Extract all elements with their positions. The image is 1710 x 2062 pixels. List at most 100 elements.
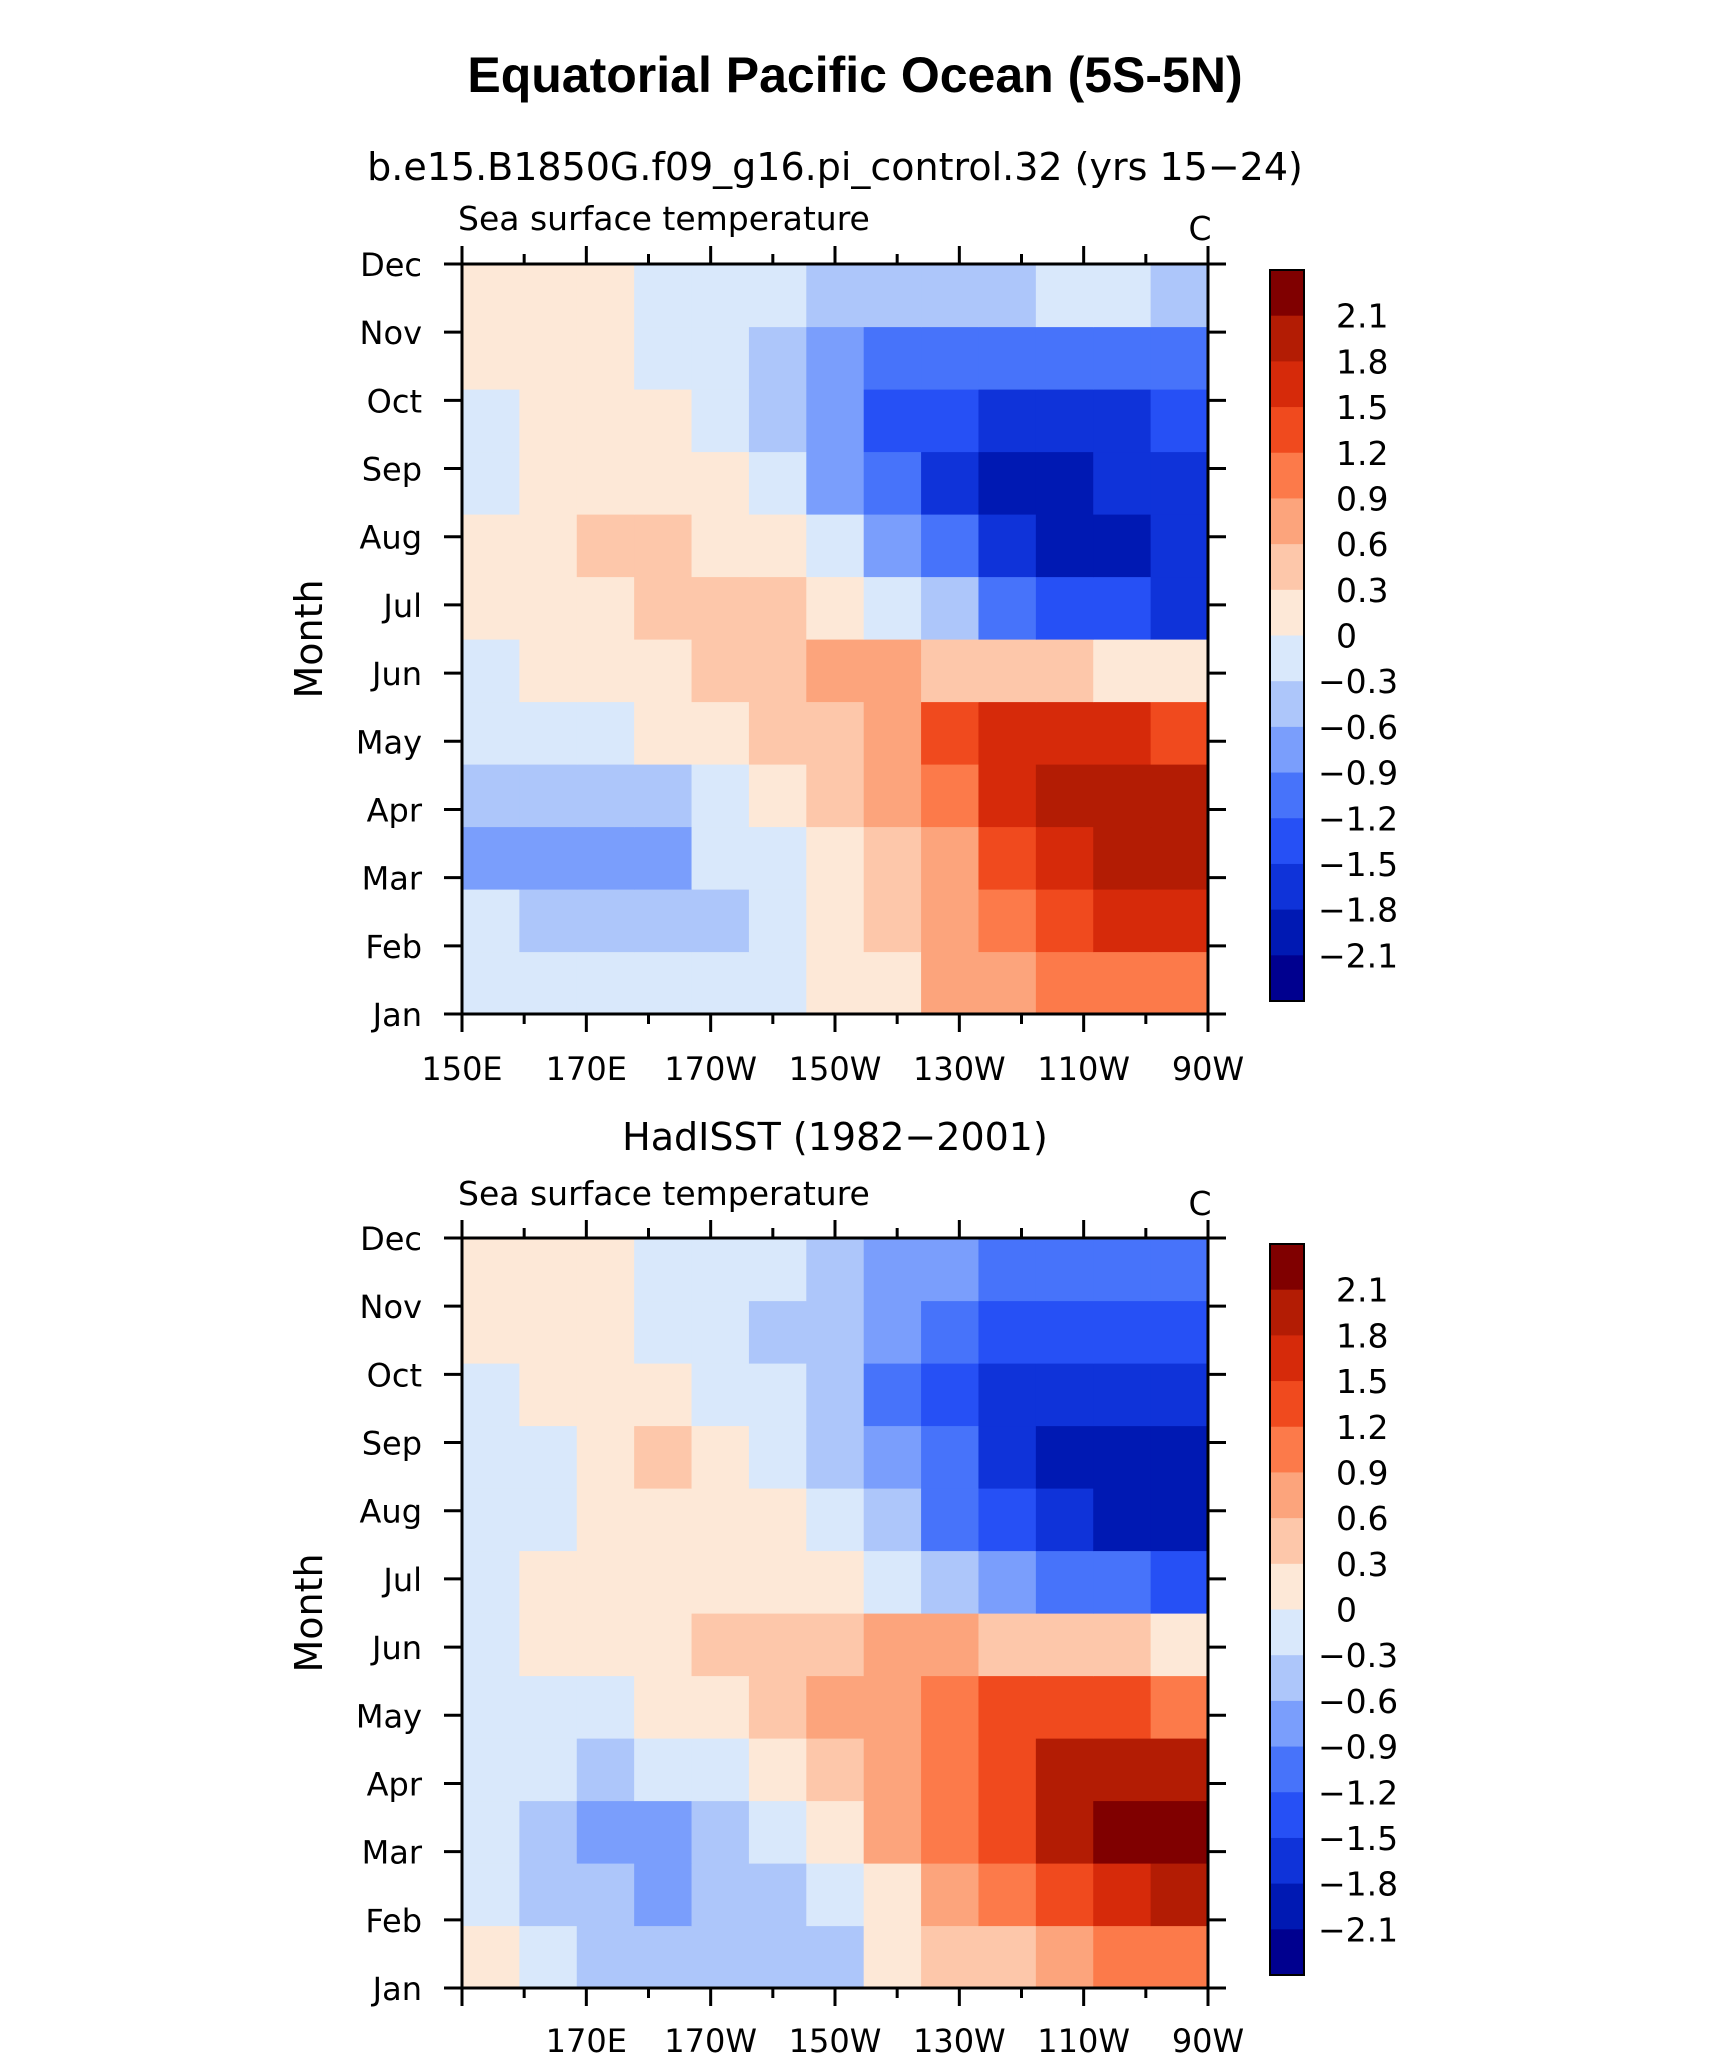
field-cell	[1093, 764, 1152, 828]
field-cell	[978, 889, 1037, 953]
field-cell	[519, 1488, 578, 1552]
field-cell	[978, 1300, 1037, 1364]
field-cell	[1093, 1488, 1152, 1552]
colorbar-label: 0.3	[1336, 1545, 1388, 1584]
field-cell	[921, 1863, 980, 1927]
month-tick-label: Apr	[367, 1765, 423, 1803]
panel-observed: HadISST (1982−2001) Sea surface temperatu…	[287, 1115, 1398, 2060]
field-cell	[1150, 1675, 1209, 1739]
colorbar-box	[1270, 772, 1304, 819]
month-tick-label: Sep	[362, 451, 422, 489]
colorbar-box	[1270, 1563, 1304, 1610]
month-tick-label: Aug	[360, 519, 422, 557]
field-cell	[1093, 451, 1152, 515]
month-tick-label: Jul	[381, 1561, 422, 1599]
field-cell	[576, 826, 635, 890]
field-cell	[1093, 264, 1152, 328]
field-cell	[519, 389, 578, 453]
field-cell	[462, 514, 520, 578]
field-cell	[576, 1238, 635, 1302]
field-cell	[1150, 889, 1209, 953]
month-tick-label: Jun	[370, 655, 422, 693]
colorbar-box	[1270, 1746, 1304, 1793]
colorbar-label: −2.1	[1318, 1910, 1398, 1949]
field-cell	[576, 1800, 635, 1864]
colorbar-box	[1270, 1837, 1304, 1885]
field-cell	[576, 1550, 635, 1614]
field-cell	[576, 1863, 635, 1927]
field-cell	[978, 389, 1037, 453]
field-cell	[1093, 1613, 1152, 1677]
colorbar-label: −0.9	[1318, 754, 1398, 793]
field-cell	[806, 514, 865, 578]
field-cell	[863, 1425, 922, 1489]
field-cell	[1035, 1363, 1094, 1427]
field-cell	[806, 951, 865, 1015]
field-cell	[634, 1488, 693, 1552]
field-cell	[863, 389, 922, 453]
field-cell	[863, 451, 922, 515]
month-tick-label: Jan	[371, 996, 422, 1034]
colorbar-box	[1270, 1289, 1304, 1336]
field-cell	[634, 1675, 693, 1739]
field-cell	[748, 1800, 807, 1864]
field-cell	[691, 514, 750, 578]
field-cell	[1093, 1675, 1152, 1739]
month-tick-label: Jan	[371, 1970, 422, 2008]
colorbar-label: 1.2	[1336, 434, 1388, 473]
month-tick-label: Jun	[370, 1629, 422, 1667]
month-tick-label: Apr	[367, 791, 423, 829]
field-cell	[1150, 451, 1209, 515]
field-cell	[748, 951, 807, 1015]
field-cell	[863, 514, 922, 578]
colorbar-label: −1.5	[1318, 845, 1398, 884]
month-tick-label: Feb	[365, 928, 422, 966]
field-cell	[1035, 1613, 1094, 1677]
lon-tick-label: 130W	[913, 1050, 1006, 1088]
field-cell	[691, 1925, 750, 1989]
colorbar-box	[1270, 1792, 1304, 1839]
month-tick-label: Oct	[367, 1356, 422, 1394]
field-cell	[519, 1550, 578, 1614]
field-cell	[462, 451, 520, 515]
colorbar-box	[1270, 681, 1304, 728]
field-cell	[634, 576, 693, 640]
field-cell	[1150, 826, 1209, 890]
colorbar-box	[1270, 1472, 1304, 1519]
field-cell	[519, 826, 578, 890]
field-cell	[978, 1238, 1037, 1302]
field-cell	[634, 1738, 693, 1802]
field-cell	[691, 1800, 750, 1864]
field-cell	[748, 1238, 807, 1302]
field-cell	[1035, 326, 1094, 390]
field-cell	[921, 1488, 980, 1552]
field-cell	[1035, 389, 1094, 453]
field-cell	[978, 1738, 1037, 1802]
field-cell	[748, 1738, 807, 1802]
field-cell	[1093, 1550, 1152, 1614]
field-cell	[921, 389, 980, 453]
month-tick-label: May	[356, 1697, 422, 1735]
field-cell	[634, 1238, 693, 1302]
field-cell	[978, 1925, 1037, 1989]
field-cell	[921, 1800, 980, 1864]
field-cell	[691, 764, 750, 828]
field-cell	[462, 826, 520, 890]
field-cell	[978, 576, 1037, 640]
field-cell	[1093, 1300, 1152, 1364]
field-cell	[978, 1613, 1037, 1677]
field-cell	[1150, 389, 1209, 453]
month-tick-label: Mar	[362, 1834, 423, 1872]
field-cell	[921, 826, 980, 890]
field-cell	[634, 889, 693, 953]
field-cell	[748, 326, 807, 390]
field-cell	[462, 1738, 520, 1802]
field-cell	[691, 389, 750, 453]
field-cell	[462, 639, 520, 703]
colorbar-box	[1270, 544, 1304, 591]
field-cell	[863, 1800, 922, 1864]
colorbar-label: 0	[1336, 617, 1357, 656]
field-cell	[978, 1425, 1037, 1489]
field-cell	[748, 1300, 807, 1364]
field-cell	[806, 1363, 865, 1427]
